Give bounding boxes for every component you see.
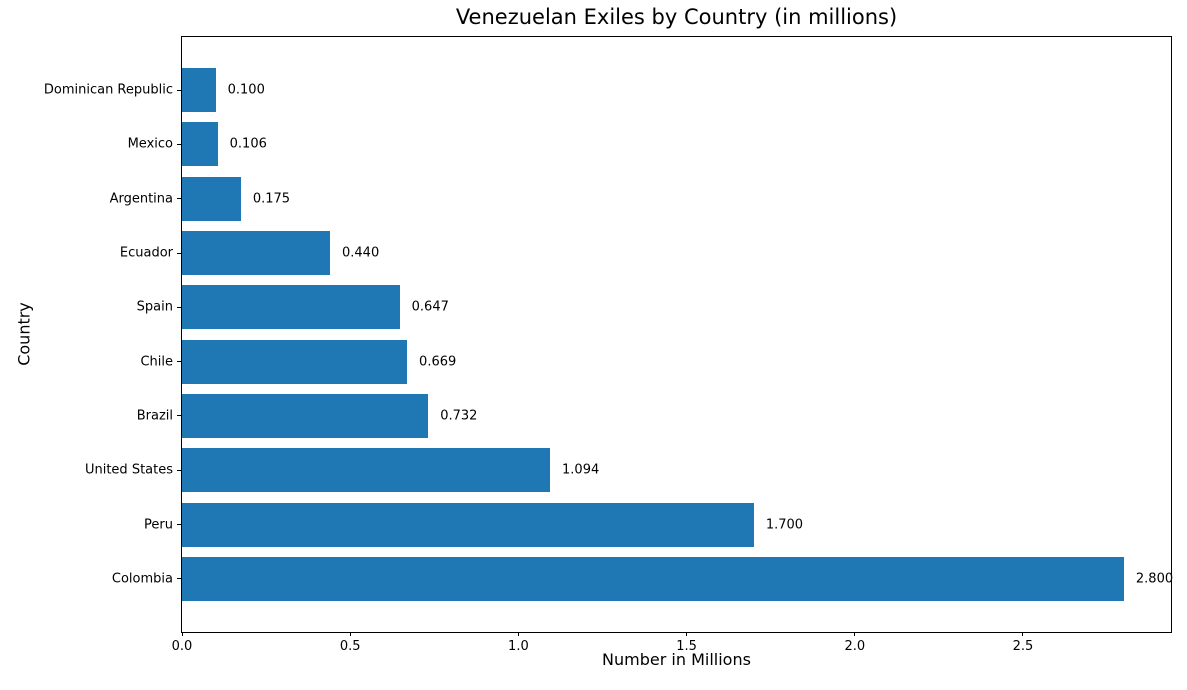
x-tick-label: 1.0 (508, 639, 529, 654)
x-tick-mark (181, 632, 183, 636)
x-tick-mark (1022, 632, 1024, 636)
y-tick-mark (177, 469, 181, 471)
y-tick-label-united-states: United States (84, 462, 173, 478)
bar-value-label-spain: 0.647 (411, 299, 449, 315)
y-tick-mark (177, 198, 181, 200)
x-tick-label: 1.5 (676, 639, 697, 654)
x-axis-label: Number in Millions (602, 650, 751, 669)
x-tick-label: 2.0 (844, 639, 866, 654)
bar-value-label-united-states: 1.094 (562, 462, 600, 478)
y-axis-label: Country (14, 302, 34, 366)
y-tick-label-chile: Chile (140, 354, 173, 370)
bar-brazil (182, 393, 429, 438)
bar-mexico (182, 122, 218, 167)
bar-value-label-ecuador: 0.440 (342, 245, 380, 261)
y-tick-mark (177, 415, 181, 417)
bar-ecuador (182, 231, 330, 276)
plot-area: Dominican Republic 0.100 Mexico 0.106 Argent… (44, 36, 1174, 654)
x-tick-label: 2.5 (1012, 639, 1034, 654)
x-tick-mark (349, 632, 351, 636)
chart-title: Venezuelan Exiles by Country (in million… (455, 5, 898, 29)
x-tick-mark (686, 632, 688, 636)
bar-united-states (182, 448, 551, 493)
y-tick-mark (177, 143, 181, 145)
y-tick-label-mexico: Mexico (127, 136, 173, 152)
bar-colombia (182, 556, 1124, 601)
y-tick-label-brazil: Brazil (136, 408, 173, 424)
y-tick-label-peru: Peru (144, 517, 173, 533)
x-tick-mark (854, 632, 856, 636)
x-tick-label: 0.5 (339, 639, 361, 654)
y-tick-mark (177, 524, 181, 526)
y-tick-mark (177, 306, 181, 308)
y-tick-mark (177, 361, 181, 363)
bar-dominican-republic (182, 68, 216, 113)
y-tick-label-spain: Spain (136, 299, 173, 315)
bar-value-label-colombia: 2.800 (1135, 571, 1174, 587)
bar-argentina (182, 176, 241, 221)
bar-value-label-brazil: 0.732 (440, 408, 478, 424)
bar-peru (182, 502, 754, 547)
x-tick-mark (517, 632, 519, 636)
y-tick-mark (177, 89, 181, 91)
y-tick-label-colombia: Colombia (111, 571, 173, 587)
bar-value-label-mexico: 0.106 (229, 136, 267, 152)
x-tick-label: 0.0 (171, 639, 193, 654)
bar-value-label-peru: 1.700 (765, 517, 804, 533)
bar-spain (182, 285, 400, 330)
bar-value-label-argentina: 0.175 (252, 191, 291, 207)
bar-chile (182, 339, 408, 384)
y-tick-mark (177, 252, 181, 254)
y-tick-label-dominican-republic: Dominican Republic (43, 82, 173, 98)
bar-value-label-chile: 0.669 (419, 354, 457, 370)
y-tick-mark (177, 578, 181, 580)
y-tick-label-ecuador: Ecuador (119, 245, 173, 261)
y-tick-label-argentina: Argentina (109, 191, 173, 207)
bar-value-label-dominican-republic: 0.100 (227, 82, 265, 98)
